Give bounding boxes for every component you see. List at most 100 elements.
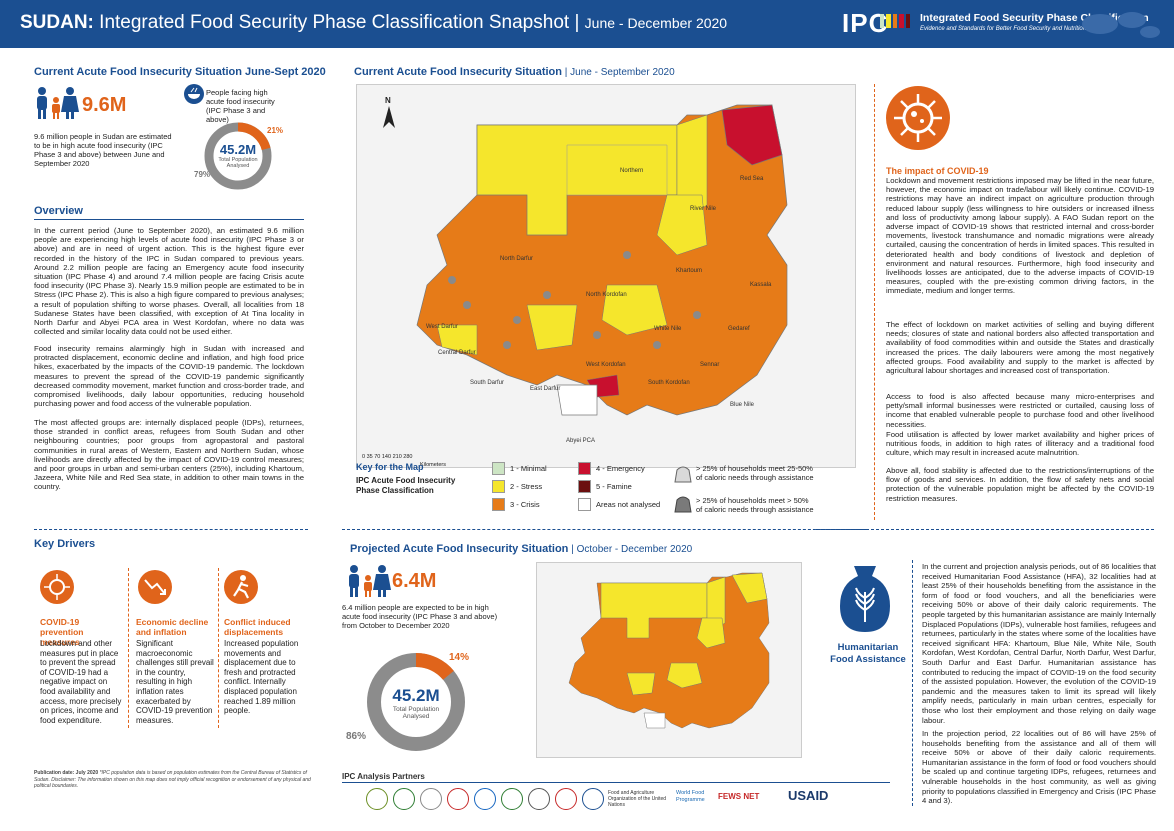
partner-logo-6: [501, 788, 523, 810]
humanitarian-divider: [912, 560, 913, 806]
legend-subtitle: IPC Acute Food Insecurity Phase Classifi…: [356, 476, 456, 495]
drivers-top-rule: [34, 529, 308, 530]
assistance-low-icon: [674, 466, 692, 483]
partner-logo-7: [528, 788, 550, 810]
ipc-tagline: Evidence and Standards for Better Food S…: [920, 26, 1114, 32]
projected-number: 6.4M: [392, 570, 437, 592]
driver-covid-text: Lockdown and other measures put in place…: [40, 639, 122, 725]
partner-logo-1: [366, 788, 388, 810]
covid-divider: [874, 84, 875, 520]
legend-assistance-high: > 25% of households meet > 50% of calori…: [696, 496, 814, 514]
legend-label-minimal: 1 - Minimal: [510, 464, 547, 473]
north-arrow-icon: [383, 106, 395, 128]
legend-swatch-stress: [492, 480, 505, 493]
ipc-color-bars: [880, 14, 911, 28]
sudan-map-current: [416, 104, 788, 416]
sudan-map-projected: [568, 572, 770, 729]
projected-top-rule: [342, 529, 866, 530]
label-abyei: Abyei PCA: [566, 438, 596, 444]
legend-label-famine: 5 - Famine: [596, 482, 632, 491]
label-white-nile: White Nile: [654, 326, 682, 332]
label-gedaref: Gedaref: [728, 326, 750, 332]
legend-title: Key for the Map: [356, 462, 424, 472]
world-map-icon: [1082, 12, 1160, 38]
driver-conflict-text: Increased population movements and displ…: [224, 639, 299, 716]
economic-driver-icon-bg: [138, 570, 172, 604]
projected-pct-high: 14%: [449, 652, 470, 663]
humanitarian-paragraph-1: In the current and projection analysis p…: [922, 562, 1156, 725]
projected-description: 6.4 million people are expected to be in…: [342, 603, 498, 630]
label-north-darfur: North Darfur: [500, 256, 534, 262]
covid-paragraph-4: Food utilisation is affected by lower ma…: [886, 430, 1154, 458]
covid-paragraph-3: Access to food is also affected because …: [886, 392, 1154, 429]
current-pct-high: 21%: [267, 126, 284, 135]
humanitarian-top-rule: [816, 529, 1154, 530]
fewsnet-logo: FEWS NET: [718, 792, 760, 801]
legend-swatch-not-analysed: [578, 498, 591, 511]
legend-swatch-crisis: [492, 498, 505, 511]
people-icon: [349, 565, 391, 597]
partner-logo-5: [474, 788, 496, 810]
label-west-kordofan: West Kordofan: [586, 362, 626, 368]
wfp-label: World Food Programme: [676, 790, 705, 803]
chart-decline-icon: [144, 579, 166, 595]
virus-icon: [44, 574, 70, 600]
driver-economic-title: Economic decline and inflation: [136, 617, 209, 637]
virus-icon: [894, 94, 942, 142]
fao-label: Food and Agriculture Organization of the…: [608, 790, 667, 808]
current-summary-title: Current Acute Food Insecurity Situation …: [34, 66, 326, 78]
label-south-darfur: South Darfur: [470, 380, 505, 386]
fao-logo: [582, 788, 604, 810]
food-sack-icon: [840, 566, 890, 632]
current-pct-rest: 79%: [194, 170, 211, 179]
partners-rule: [342, 782, 890, 783]
covid-title: The impact of COVID-19: [886, 166, 989, 176]
overview-paragraph-3: The most affected groups are: internally…: [34, 418, 304, 492]
partner-logo-4: [447, 788, 469, 810]
partner-logo-8: [555, 788, 577, 810]
label-northern: Northern: [620, 168, 644, 174]
legend-swatch-minimal: [492, 462, 505, 475]
map-scale: 0 35 70 140 210 280: [362, 454, 413, 460]
projected-donut-total: 45.2M: [392, 686, 440, 705]
label-river-nile: River Nile: [690, 206, 717, 212]
legend-label-emergency: 4 - Emergency: [596, 464, 645, 473]
legend-assistance-low: > 25% of households meet 25-50% of calor…: [696, 464, 814, 482]
label-south-kordofan: South Kordofan: [648, 380, 690, 386]
covid-paragraph-5: Above all, food stability is affected du…: [886, 466, 1154, 503]
ipc-logo: IPC: [842, 8, 889, 38]
covid-paragraph-2: The effect of lockdown on market activit…: [886, 320, 1154, 376]
covid-paragraph-1: Lockdown and movement restrictions impos…: [886, 176, 1154, 296]
current-donut-chart: [204, 122, 272, 190]
label-east-darfur: East Darfur: [530, 386, 561, 392]
usaid-logo: USAID: [788, 788, 829, 803]
projected-donut-chart: [367, 653, 465, 751]
label-west-darfur: West Darfur: [426, 324, 458, 330]
covid-driver-icon-bg: [40, 570, 74, 604]
label-kassala: Kassala: [750, 282, 772, 288]
overview-paragraph-2: Food insecurity remains alarmingly high …: [34, 344, 304, 409]
drivers-title: Key Drivers: [34, 538, 96, 550]
projected-map: [536, 562, 802, 758]
driver-divider-1: [128, 568, 129, 728]
map-scale-unit: Kilometers: [420, 462, 446, 468]
projected-title: Projected Acute Food Insecurity Situatio…: [350, 543, 693, 555]
label-khartoum: Khartoum: [676, 268, 703, 274]
humanitarian-paragraph-2: In the projection period, 22 localities …: [922, 729, 1156, 806]
current-donut-total: 45.2M: [219, 142, 257, 157]
current-map-title: Current Acute Food Insecurity Situation …: [354, 66, 675, 78]
legend-swatch-emergency: [578, 462, 591, 475]
header-bar: SUDAN: Integrated Food Security Phase Cl…: [0, 0, 1174, 48]
publication-note: Publication date: July 2020 *IPC populat…: [34, 770, 311, 789]
page-title: SUDAN: Integrated Food Security Phase Cl…: [20, 12, 728, 33]
partner-logo-2: [393, 788, 415, 810]
food-bowl-icon: [184, 84, 204, 104]
label-north-kordofan: North Kordofan: [586, 292, 627, 298]
label-sennar: Sennar: [700, 362, 720, 368]
driver-covid-title: COVID-19 prevention measures: [40, 617, 84, 647]
label-blue-nile: Blue Nile: [730, 402, 755, 408]
current-description: 9.6 million people in Sudan are estimate…: [34, 132, 172, 168]
overview-paragraph-1: In the current period (June to September…: [34, 226, 304, 337]
current-map: [356, 84, 856, 468]
overview-title: Overview: [34, 205, 83, 217]
